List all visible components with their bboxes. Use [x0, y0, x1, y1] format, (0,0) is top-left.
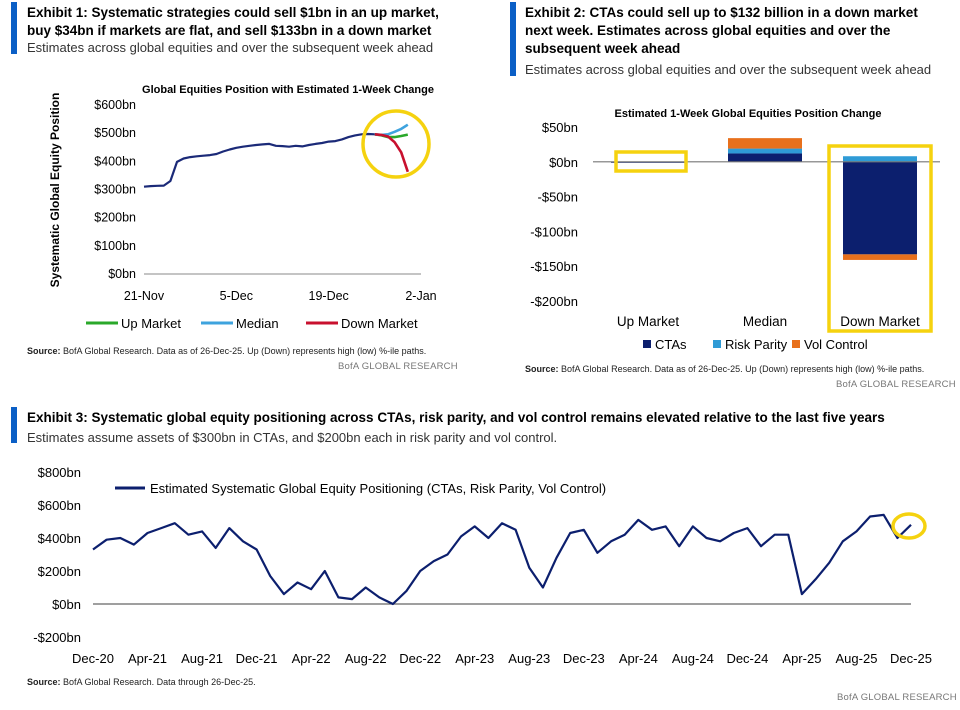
exhibit-2-x-tick: Up Market: [617, 314, 680, 329]
exhibit-3-x-tick: Dec-21: [236, 651, 278, 666]
exhibit-2-y-tick: -$150bn: [530, 259, 578, 274]
exhibit-1-legend-label: Up Market: [121, 316, 181, 331]
exhibit-2-y-tick: $0bn: [549, 155, 578, 170]
exhibit-3-x-tick: Dec-23: [563, 651, 605, 666]
exhibit-2-source: Source: BofA Global Research. Data as of…: [525, 364, 925, 374]
exhibit-3-x-tick: Aug-24: [672, 651, 714, 666]
exhibit-2-legend-label: CTAs: [655, 337, 687, 352]
exhibit-1-series-position: [143, 132, 375, 188]
exhibit-2-y-tick: -$50bn: [538, 190, 578, 205]
exhibit-1-y-tick: $600bn: [94, 98, 136, 112]
exhibit-2-bar-risk-parity: [728, 148, 802, 154]
exhibit-1-x-tick: 2-Jan: [405, 289, 436, 303]
exhibit-2-brand: BofA GLOBAL RESEARCH: [836, 379, 956, 390]
exhibit-3-x-tick: Dec-24: [726, 651, 768, 666]
exhibit-3-legend-label: Estimated Systematic Global Equity Posit…: [150, 481, 606, 496]
exhibit-3-y-tick: -$200bn: [33, 630, 81, 645]
exhibit-3-x-tick: Aug-21: [181, 651, 223, 666]
exhibit-1-source-text: BofA Global Research. Data as of 26-Dec-…: [63, 346, 427, 356]
exhibit-2-source-text: BofA Global Research. Data as of 26-Dec-…: [561, 364, 925, 374]
exhibit-2-legend-swatch: [792, 340, 800, 348]
exhibit-2: Exhibit 2: CTAs could sell up to $132 bi…: [510, 0, 956, 400]
exhibit-3-y-tick: $800bn: [38, 465, 81, 480]
exhibit-1-legend-label: Down Market: [341, 316, 418, 331]
exhibit-2-y-tick: -$200bn: [530, 294, 578, 309]
exhibit-2-accent: [510, 2, 516, 76]
exhibit-1: Exhibit 1: Systematic strategies could s…: [11, 0, 481, 400]
exhibit-2-subtitle: Estimates across global equities and ove…: [525, 62, 932, 77]
exhibit-2-highlight-up: [614, 150, 688, 173]
exhibit-3-highlight-circle: [891, 512, 927, 540]
exhibit-1-chart-title: Global Equities Position with Estimated …: [142, 84, 434, 96]
exhibit-2-y-tick: -$100bn: [530, 224, 578, 239]
exhibit-1-y-tick: $100bn: [94, 239, 136, 253]
exhibit-1-y-tick: $500bn: [94, 126, 136, 140]
exhibit-1-series-down-market: [374, 133, 410, 173]
exhibit-1-highlight-circle: [361, 109, 431, 179]
exhibit-3-subtitle: Estimates assume assets of $300bn in CTA…: [27, 430, 558, 445]
exhibit-3-x-tick: Dec-25: [890, 651, 932, 666]
exhibit-2-bar-ctas: [728, 153, 802, 162]
exhibit-2-highlight-down: [827, 144, 933, 333]
exhibit-1-subtitle: Estimates across global equities and ove…: [27, 40, 434, 55]
exhibit-3-x-tick: Apr-22: [292, 651, 331, 666]
exhibit-3-x-tick: Apr-25: [782, 651, 821, 666]
exhibit-1-y-axis-label: Systematic Global Equity Position: [48, 93, 62, 288]
exhibit-3-y-tick: $200bn: [38, 564, 81, 579]
exhibit-1-x-tick: 19-Dec: [309, 289, 349, 303]
exhibit-1-y-tick: $400bn: [94, 154, 136, 168]
exhibit-2-legend-label: Risk Parity: [725, 337, 788, 352]
exhibit-3-accent: [11, 407, 17, 443]
exhibit-1-series-median: [374, 123, 409, 137]
exhibit-2-bar-ctas: [843, 161, 917, 255]
exhibit-3-source: Source: BofA Global Research. Data throu…: [27, 677, 256, 687]
exhibit-3-series-positioning: [92, 513, 912, 606]
exhibit-3-y-tick: $0bn: [52, 597, 81, 612]
exhibit-3: Exhibit 3: Systematic global equity posi…: [11, 405, 957, 705]
exhibit-2-bar-risk-parity: [843, 156, 917, 162]
exhibit-3-x-tick: Aug-25: [836, 651, 878, 666]
exhibit-3-x-tick: Dec-22: [399, 651, 441, 666]
exhibit-3-title: Exhibit 3: Systematic global equity posi…: [27, 410, 885, 425]
exhibit-3-x-tick: Aug-23: [508, 651, 550, 666]
exhibit-1-y-tick: $300bn: [94, 183, 136, 197]
exhibit-1-x-tick: 5-Dec: [220, 289, 253, 303]
exhibit-3-x-tick: Apr-21: [128, 651, 167, 666]
exhibit-3-y-tick: $400bn: [38, 531, 81, 546]
exhibit-2-bar-vol-control: [843, 254, 917, 260]
exhibit-2-x-tick: Down Market: [840, 314, 920, 329]
exhibit-1-title: Exhibit 1: Systematic strategies could s…: [27, 5, 439, 38]
exhibit-3-brand: BofA GLOBAL RESEARCH: [837, 692, 957, 703]
exhibit-3-x-tick: Apr-23: [455, 651, 494, 666]
exhibit-2-legend-label: Vol Control: [804, 337, 868, 352]
exhibit-2-legend-swatch: [713, 340, 721, 348]
exhibit-1-brand: BofA GLOBAL RESEARCH: [338, 361, 458, 372]
exhibit-2-x-tick: Median: [743, 314, 787, 329]
exhibit-1-source: Source: BofA Global Research. Data as of…: [27, 346, 427, 356]
exhibit-3-y-tick: $600bn: [38, 498, 81, 513]
exhibit-2-chart-title: Estimated 1-Week Global Equities Positio…: [615, 108, 882, 120]
exhibit-1-y-tick: $0bn: [108, 267, 136, 281]
exhibit-3-x-tick: Aug-22: [345, 651, 387, 666]
exhibit-3-x-tick: Dec-20: [72, 651, 114, 666]
exhibit-2-bar-vol-control: [728, 138, 802, 149]
exhibit-2-legend-swatch: [643, 340, 651, 348]
exhibit-3-source-text: BofA Global Research. Data through 26-De…: [63, 677, 256, 687]
exhibit-1-accent: [11, 2, 17, 54]
exhibit-1-y-tick: $200bn: [94, 211, 136, 225]
exhibit-1-chart: Global Equities Position with Estimated …: [48, 84, 437, 331]
exhibit-3-chart: $800bn $600bn $400bn $200bn $0bn -$200bn Dec-2…: [33, 465, 932, 666]
exhibit-2-chart: Estimated 1-Week Global Equities Positio…: [530, 108, 940, 352]
exhibit-2-y-tick: $50bn: [542, 120, 578, 135]
exhibit-1-x-tick: 21-Nov: [124, 289, 165, 303]
exhibit-3-x-tick: Apr-24: [619, 651, 658, 666]
exhibit-1-legend-label: Median: [236, 316, 279, 331]
exhibit-2-title: Exhibit 2: CTAs could sell up to $132 bi…: [525, 5, 918, 56]
